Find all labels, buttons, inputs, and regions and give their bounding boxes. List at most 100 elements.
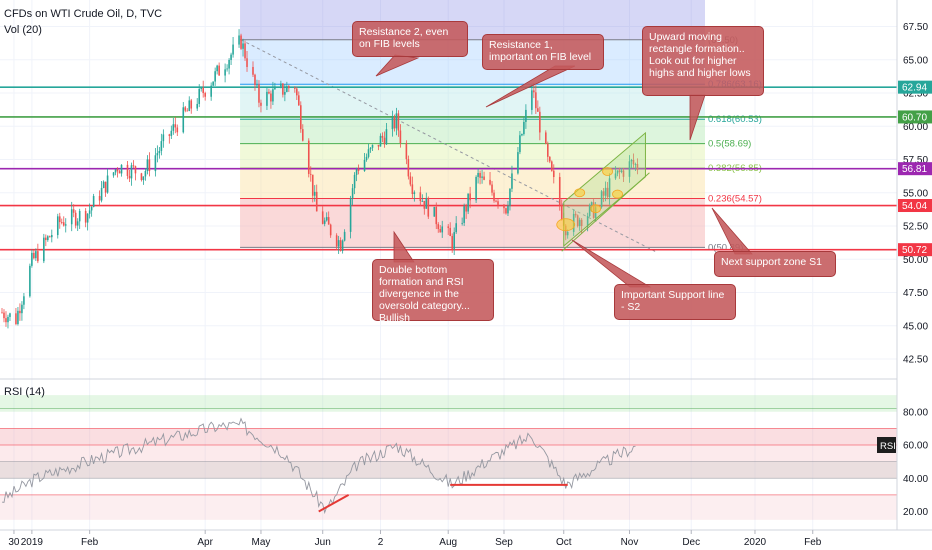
note-double-bottom[interactable]: Double bottom formation and RSI divergen…: [372, 259, 494, 324]
fib-level-label: 0.5(58.69): [708, 139, 751, 150]
time-tick-label: Feb: [81, 537, 99, 548]
candle-body: [329, 224, 332, 236]
time-tick-label: 30: [8, 537, 20, 548]
candle-body: [634, 164, 637, 165]
candle-body: [455, 223, 457, 233]
candle-body: [409, 176, 412, 185]
candle-body: [17, 310, 19, 325]
candle-body: [465, 206, 467, 212]
candle-body: [286, 86, 288, 92]
candle-body: [76, 221, 79, 226]
time-tick-label: 2: [378, 537, 384, 548]
candle-body: [453, 232, 455, 249]
candle-body: [533, 90, 535, 93]
candle-body: [588, 205, 591, 216]
rsi-indicator-label[interactable]: RSI (14): [4, 386, 45, 398]
candle-body: [176, 127, 179, 133]
time-tick-label: Aug: [439, 537, 457, 548]
note-resistance-1[interactable]: Resistance 1, important on FIB level: [482, 34, 604, 70]
candle-body: [246, 58, 248, 67]
candle-body: [160, 141, 163, 151]
candle-body: [511, 173, 513, 189]
time-tick-label: Jun: [315, 537, 331, 548]
symbol-title[interactable]: CFDs on WTI Crude Oil, D, TVC: [4, 8, 163, 20]
candle-body: [132, 165, 135, 167]
candle-body: [296, 88, 298, 96]
candle-body: [343, 231, 346, 241]
rsi-badge-label: RSI: [880, 441, 896, 452]
candle-body: [505, 208, 507, 214]
candle-body: [282, 83, 284, 95]
note-resistance-2[interactable]: Resistance 2, even on FIB levels: [352, 21, 468, 57]
candle-body: [3, 312, 5, 319]
candle-body: [363, 159, 366, 171]
price-level-badge: [898, 110, 932, 124]
rising-channel: [563, 131, 646, 248]
candle-body: [307, 140, 310, 174]
candle-body: [272, 89, 274, 102]
candle-body: [355, 169, 358, 175]
candle-body: [628, 161, 631, 177]
candle-body: [84, 210, 87, 223]
candle-body: [258, 84, 260, 103]
candle-body: [90, 207, 93, 211]
candle-body: [100, 187, 103, 201]
candle-body: [435, 206, 438, 225]
highlight-ellipse: [612, 189, 623, 199]
candle-body: [228, 59, 230, 69]
rsi-tick-label: 60.00: [903, 441, 928, 452]
candle-body: [552, 170, 555, 178]
candle-body: [162, 134, 165, 142]
candle-body: [574, 213, 577, 216]
candle-body: [427, 197, 430, 217]
price-tick-label: 52.50: [903, 222, 928, 233]
candle-body: [489, 179, 491, 185]
candle-body: [35, 251, 37, 259]
volume-indicator-label[interactable]: Vol (20): [4, 24, 42, 36]
candle-body: [15, 313, 17, 325]
candle-body: [274, 86, 276, 90]
candle-body: [104, 181, 107, 193]
candle-body: [70, 209, 73, 225]
candle-body: [294, 88, 296, 89]
candle-body: [298, 95, 300, 106]
rsi-band-oversold: [0, 494, 897, 520]
candle-body: [509, 188, 511, 206]
candle-body: [51, 235, 53, 238]
time-tick-label: Sep: [495, 537, 513, 548]
candle-body: [531, 90, 533, 110]
price-level-badge: [898, 243, 932, 257]
rsi-tick-label: 80.00: [903, 407, 928, 418]
candle-body: [606, 187, 609, 198]
candle-body: [270, 93, 272, 102]
candle-body: [604, 187, 607, 196]
note-support-s1[interactable]: Next support zone S1: [714, 251, 836, 277]
highlight-ellipse: [556, 218, 576, 232]
candle-body: [535, 92, 537, 109]
time-tick-label: May: [252, 537, 271, 548]
candle-body: [232, 44, 234, 55]
candle-body: [545, 132, 547, 144]
candle-body: [576, 215, 579, 227]
candle-body: [244, 43, 246, 59]
candle-body: [327, 217, 330, 225]
candle-body: [188, 100, 191, 111]
candle-body: [503, 204, 505, 209]
candle-body: [618, 170, 621, 172]
price-tick-label: 67.50: [903, 22, 928, 33]
candle-body: [566, 231, 569, 236]
note-support-s2[interactable]: Important Support line - S2: [614, 284, 736, 320]
candle-body: [142, 176, 145, 181]
candle-body: [349, 198, 352, 232]
candle-body: [469, 193, 471, 201]
highlight-ellipse: [602, 167, 613, 176]
candle-body: [31, 252, 33, 266]
candle-body: [560, 205, 563, 220]
note-upward-rectangle[interactable]: Upward moving rectangle formation.. Look…: [642, 26, 764, 96]
candle-body: [134, 166, 137, 174]
price-tick-label: 62.50: [903, 89, 928, 100]
candle-body: [405, 143, 408, 160]
candle-body: [170, 130, 173, 136]
candle-body: [128, 175, 131, 179]
candle-body: [200, 87, 202, 89]
